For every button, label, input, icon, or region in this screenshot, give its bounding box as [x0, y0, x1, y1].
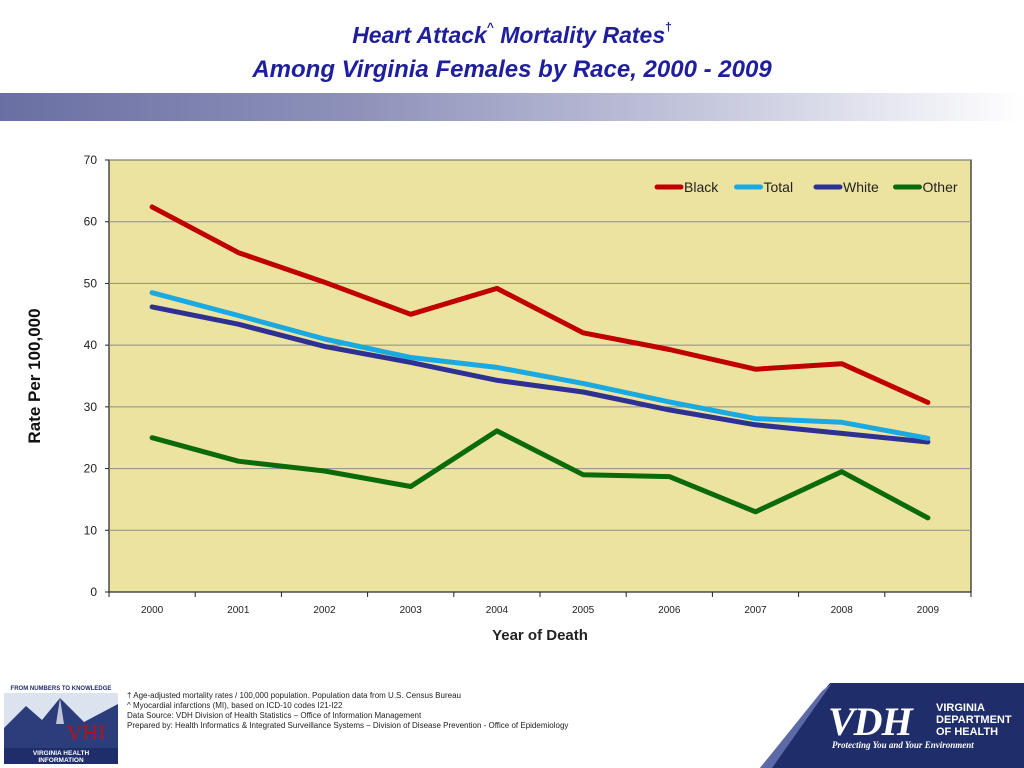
line-chart: 0 10 20 30 40 50 60 70 2000 2001 2002 2003 2004 2005 2…	[25, 153, 972, 644]
title-sup-2: †	[665, 20, 672, 34]
x-tick-label: 2004	[486, 605, 509, 616]
x-tick-label: 2000	[141, 605, 164, 616]
x-tick-label: 2002	[313, 605, 336, 616]
vdh-tagline: Protecting You and Your Environment	[832, 740, 974, 750]
title-text-2: Mortality Rates	[493, 22, 666, 48]
legend-label-white: White	[843, 179, 879, 195]
vhi-tagline: FROM NUMBERS TO KNOWLEDGE	[11, 686, 112, 692]
vdh-banner-bg	[760, 683, 1024, 768]
legend-label-total: Total	[764, 179, 794, 195]
vdh-name: VIRGINIA DEPARTMENT OF HEALTH	[936, 702, 1012, 738]
vdh-name-3: OF HEALTH	[936, 726, 999, 738]
y-tick-label: 30	[84, 400, 98, 414]
y-tick-label: 60	[84, 215, 98, 229]
legend-label-black: Black	[684, 179, 719, 195]
vdh-name-2: DEPARTMENT	[936, 714, 1012, 726]
series-line-total	[149, 290, 931, 441]
x-tick-label: 2005	[572, 605, 595, 616]
footnote-4: Prepared by: Health Informatics & Integr…	[127, 721, 569, 730]
y-tick-label: 70	[84, 153, 98, 167]
footnote-1: † Age-adjusted mortality rates / 100,000…	[127, 691, 461, 700]
x-axis-label: Year of Death	[492, 627, 588, 644]
vdh-banner-stripe	[760, 683, 832, 768]
legend-label-other: Other	[923, 179, 958, 195]
y-tick-label: 40	[84, 338, 98, 352]
footnotes: † Age-adjusted mortality rates / 100,000…	[127, 691, 568, 731]
vhi-name-2: INFORMATION	[38, 757, 84, 764]
chart-title: Heart Attack^ Mortality Rates†	[0, 20, 1024, 49]
series-line-other	[149, 428, 931, 521]
snowcap-icon	[56, 698, 64, 724]
y-tick-label: 20	[84, 462, 98, 476]
vhi-name-1: VIRGINIA HEALTH	[33, 750, 90, 757]
vdh-banner	[760, 683, 1024, 768]
vhi-footer-bar	[4, 748, 118, 764]
series-line-white	[149, 304, 931, 445]
x-tick-label: 2009	[917, 605, 940, 616]
series-line-black	[149, 204, 931, 405]
x-tick-label: 2003	[400, 605, 423, 616]
x-tick-label: 2006	[658, 605, 681, 616]
vdh-name-1: VIRGINIA	[936, 702, 985, 714]
x-tick-label: 2001	[227, 605, 250, 616]
vdh-mark: VDH	[828, 699, 913, 744]
title-sup-1: ^	[486, 20, 494, 34]
x-tick-label: 2008	[831, 605, 854, 616]
footnote-3: Data Source: VDH Division of Health Stat…	[127, 711, 422, 720]
y-tick-label: 0	[90, 585, 97, 599]
vhi-logo: FROM NUMBERS TO KNOWLEDGE VHI VIRGINIA H…	[4, 686, 118, 764]
y-axis-label: Rate Per 100,000	[25, 308, 44, 443]
y-tick-label: 50	[84, 276, 98, 290]
header-band	[0, 93, 1024, 121]
footnote-2: ^ Myocardial infarctions (MI), based on …	[127, 701, 343, 710]
vhi-mark: VHI	[66, 720, 105, 745]
y-tick-label: 10	[84, 523, 98, 537]
title-text-1: Heart Attack	[352, 22, 487, 48]
chart-subtitle: Among Virginia Females by Race, 2000 - 2…	[252, 56, 772, 83]
x-tick-label: 2007	[744, 605, 767, 616]
